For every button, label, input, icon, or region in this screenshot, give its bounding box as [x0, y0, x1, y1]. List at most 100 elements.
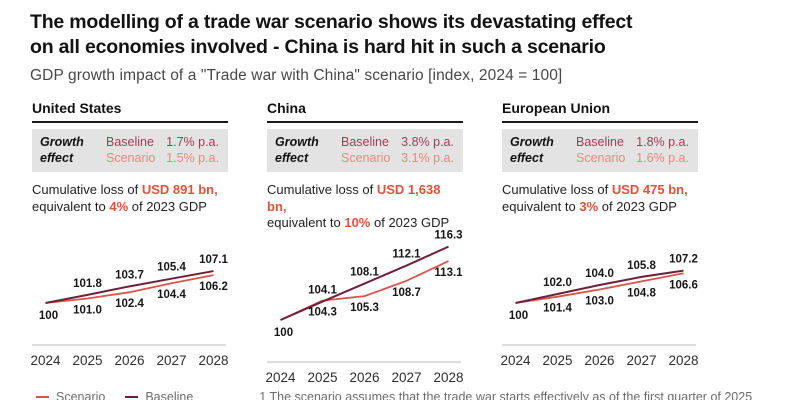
loss-prefix: Cumulative loss of [32, 182, 142, 197]
data-label: 101.0 [73, 305, 102, 317]
scenario-row: Scenario 1.5% p.a. [106, 150, 219, 166]
scenario-label: Scenario [576, 151, 626, 165]
equiv-percent: 4% [109, 198, 129, 214]
x-axis-label: 2028 [198, 353, 228, 368]
baseline-line-swatch [125, 395, 139, 398]
scenario-line-swatch [36, 395, 49, 398]
region-title: China [267, 100, 463, 123]
x-axis-label: 2025 [72, 353, 102, 368]
legend-item-scenario: Scenario [36, 390, 105, 400]
data-label: 102.0 [543, 277, 572, 289]
data-label: 104.4 [157, 289, 186, 301]
data-label: 107.1 [199, 254, 228, 266]
equiv-suffix: of 2023 GDP [370, 215, 450, 230]
scenario-row: Scenario 1.6% p.a. [576, 150, 689, 166]
data-label: 113.1 [434, 267, 463, 279]
region-panel: United States Growth effect Baseline 1.7… [30, 100, 228, 386]
scenario-line [515, 272, 684, 304]
x-axis-label: 2026 [349, 370, 379, 385]
x-axis-label: 2027 [626, 353, 656, 368]
data-label: 106.6 [669, 279, 698, 291]
equiv-prefix: equivalent to [32, 198, 110, 214]
x-axis-label: 2026 [114, 353, 144, 368]
baseline-rate: 1.7% p.a. [166, 135, 219, 149]
data-label: 112.1 [392, 248, 421, 260]
x-axis-label: 2027 [391, 370, 421, 385]
page-title-line2: on all economies involved - China is har… [30, 36, 606, 58]
growth-effect-box: Growth effect Baseline 1.7% p.a. Scenari… [32, 129, 228, 172]
line-chart: 2024 2025 2026 2027 2028 100 104.1 104.3 108.1 10… [265, 229, 463, 385]
x-axis-label: 2024 [30, 353, 61, 368]
x-axis-label: 2025 [307, 370, 337, 385]
loss-prefix: Cumulative loss of [502, 182, 612, 197]
scenario-row: Scenario 3.1% p.a. [341, 150, 454, 166]
data-label: 105.8 [627, 260, 656, 272]
scenario-rate: 3.1% p.a. [401, 151, 454, 165]
chart-legend: Scenario Baseline 1 The scenario assumes… [0, 390, 800, 400]
growth-effect-rows: Baseline 1.7% p.a. Scenario 1.5% p.a. [106, 134, 219, 166]
equiv-suffix: of 2023 GDP [128, 198, 207, 214]
legend-baseline-label: Baseline [145, 389, 194, 400]
equiv-percent: 3% [579, 198, 599, 214]
scenario-rate: 1.6% p.a. [636, 151, 689, 165]
growth-effect-box: Growth effect Baseline 1.8% p.a. Scenari… [502, 129, 698, 172]
data-label: 102.4 [115, 298, 144, 310]
data-label: 104.1 [308, 284, 337, 296]
baseline-line [515, 269, 684, 304]
x-axis-label: 2024 [500, 353, 531, 368]
data-label: 106.2 [199, 281, 228, 293]
growth-effect-rows: Baseline 3.8% p.a. Scenario 3.1% p.a. [341, 134, 454, 166]
legend-item-baseline: Baseline [125, 390, 193, 400]
data-label: 107.2 [669, 254, 698, 266]
line-chart: 2024 2025 2026 2027 2028 100 102.0 101.4 104.0 10… [500, 254, 698, 368]
region-title: United States [32, 100, 228, 123]
scenario-label: Scenario [106, 151, 156, 165]
scenario-line [45, 274, 214, 304]
x-axis-label: 2028 [433, 370, 463, 385]
scenario-label: Scenario [341, 151, 391, 165]
scenario-rate: 1.5% p.a. [166, 151, 219, 165]
line-chart: 2024 2025 2026 2027 2028 100 101.8 101.0 103.7 10… [30, 254, 228, 368]
cumulative-loss-text: Cumulative loss of USD 1,638 bn, equival… [267, 182, 463, 232]
data-label: 104.0 [585, 268, 614, 280]
baseline-row: Baseline 1.7% p.a. [106, 134, 219, 150]
data-label: 104.3 [308, 306, 337, 318]
data-label: 116.3 [434, 229, 462, 241]
equiv-percent: 10% [344, 215, 371, 230]
equiv-suffix: of 2023 GDP [598, 198, 677, 214]
data-label: 104.8 [627, 287, 656, 299]
baseline-rate: 1.8% p.a. [636, 135, 689, 149]
panel-group: United States Growth effect Baseline 1.7… [0, 100, 800, 386]
x-axis-label: 2026 [584, 353, 614, 368]
page-title-line1: The modelling of a trade war scenario sh… [30, 11, 633, 33]
baseline-row: Baseline 3.8% p.a. [341, 134, 454, 150]
growth-effect-label: Growth effect [510, 135, 554, 165]
data-label: 108.7 [392, 286, 421, 298]
equiv-prefix: equivalent to [267, 215, 345, 230]
legend-scenario-label: Scenario [56, 389, 106, 400]
baseline-label: Baseline [576, 135, 624, 149]
data-label: 100 [39, 310, 58, 322]
data-label: 101.8 [73, 278, 102, 290]
baseline-line [45, 270, 214, 304]
loss-value: USD 1,638 bn, [267, 182, 441, 214]
baseline-rate: 3.8% p.a. [401, 135, 454, 149]
loss-value: USD 891 bn, [141, 182, 218, 197]
baseline-label: Baseline [106, 135, 154, 149]
x-axis-label: 2024 [265, 370, 296, 385]
x-axis-label: 2025 [542, 353, 572, 368]
data-label: 103.7 [115, 269, 144, 281]
region-panel: China Growth effect Baseline 3.8% p.a. S… [265, 100, 463, 386]
data-label: 103.0 [585, 296, 614, 308]
data-label: 105.4 [157, 262, 186, 274]
page-subtitle: GDP growth impact of a "Trade war with C… [30, 67, 563, 84]
data-label: 108.1 [350, 266, 379, 278]
header: The modelling of a trade war scenario sh… [0, 0, 800, 85]
data-label: 101.4 [543, 303, 572, 315]
growth-effect-label: Growth effect [275, 135, 319, 165]
baseline-row: Baseline 1.8% p.a. [576, 134, 689, 150]
growth-effect-rows: Baseline 1.8% p.a. Scenario 1.6% p.a. [576, 134, 689, 166]
loss-value: USD 475 bn, [611, 182, 688, 197]
region-title: European Union [502, 100, 698, 123]
